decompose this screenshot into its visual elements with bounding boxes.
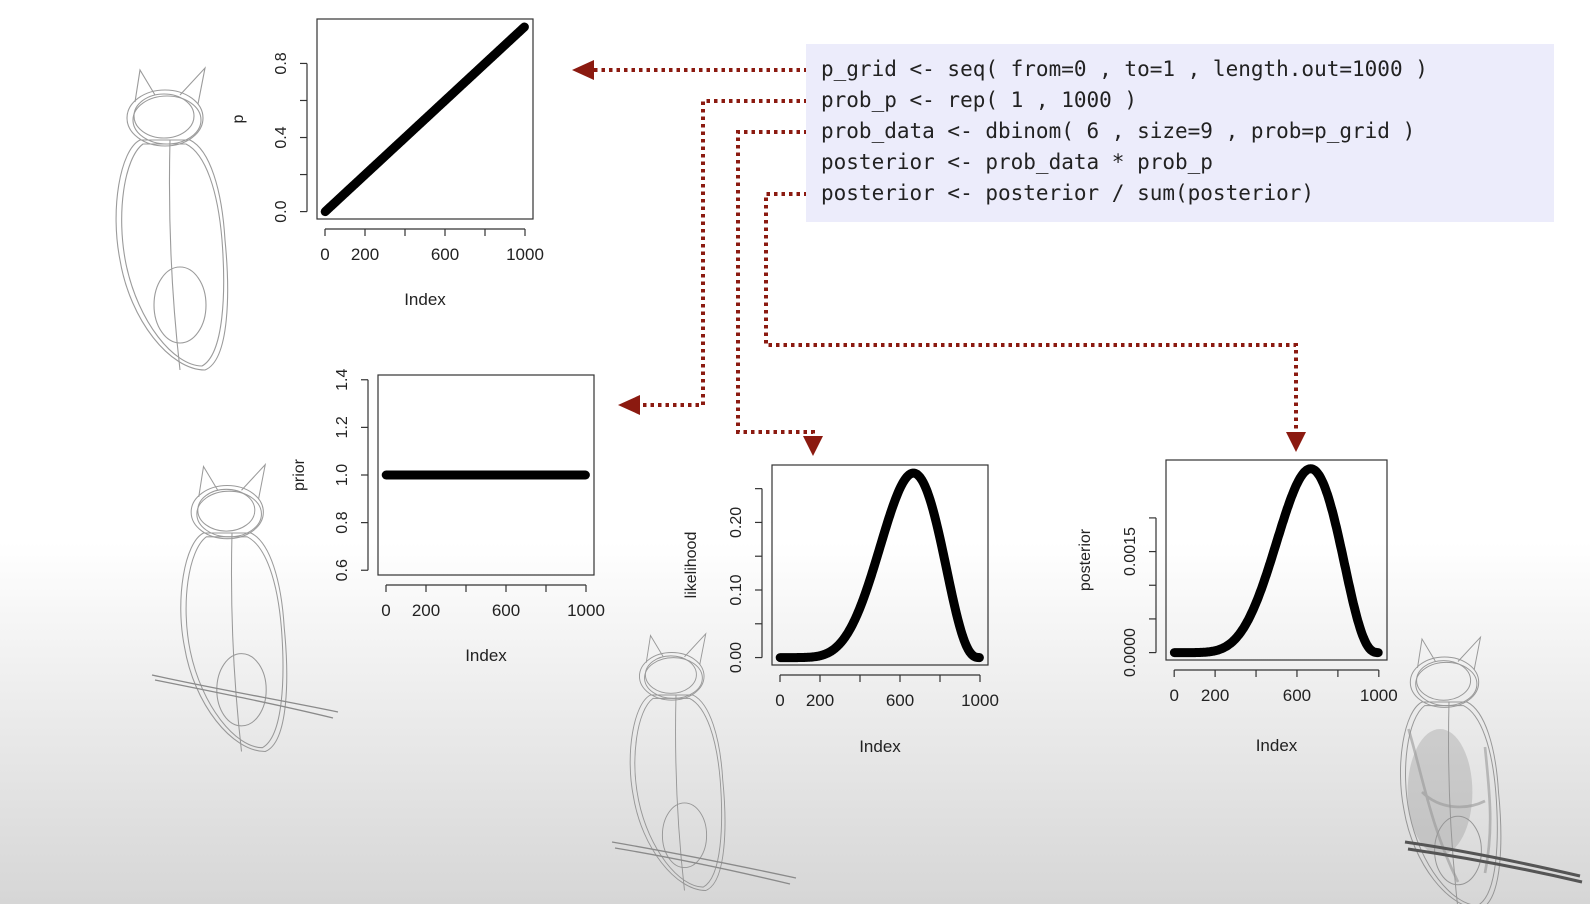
arrowhead-prob-p [618, 395, 640, 415]
plots: 0 200 600 1000 Index 0.0 0.4 0.8 p 0 200 600 1000 Ind… [230, 18, 1398, 756]
x-tick-label: 1000 [567, 601, 605, 620]
plot-frame [1165, 459, 1388, 661]
code-block [806, 44, 1554, 222]
y-tick-label: 0.4 [273, 126, 290, 148]
plot-frame [316, 18, 534, 220]
x-tick-label: 0 [320, 245, 329, 264]
arrowhead-posterior [1286, 432, 1306, 452]
code-line-p-grid: p_grid <- seq( from=0 , to=1 , length.ou… [821, 57, 1428, 81]
series-p [320, 22, 529, 217]
owl-sketch-icon [629, 632, 726, 891]
y-axis-label: likelihood [683, 532, 700, 599]
branch-sketch [1404, 840, 1583, 884]
owl-sketch-icon [180, 462, 288, 753]
plot-likelihood: 0 200 600 1000 Index 0.00 0.10 0.20 likelihood [683, 464, 999, 756]
y-axis-label: prior [291, 458, 308, 491]
x-tick-label: 600 [1283, 686, 1311, 705]
y-tick-label: 0.0015 [1122, 527, 1139, 576]
x-tick-label: 200 [351, 245, 379, 264]
code-line-prob-p: prob_p <- rep( 1 , 1000 ) [821, 88, 1138, 112]
plot-prior: 0 200 600 1000 Index 0.6 0.8 1.0 1.2 1.4 prior [291, 369, 605, 665]
x-axis-label: Index [465, 646, 507, 665]
y-tick-label: 0.0000 [1122, 628, 1139, 677]
x-tick-label: 1000 [1360, 686, 1398, 705]
connector-prob-p [640, 99, 815, 407]
y-tick-label: 0.20 [728, 507, 745, 538]
code-line-posterior-normalize: posterior <- posterior / sum(posterior) [821, 181, 1315, 205]
x-tick-label: 0 [775, 691, 784, 710]
series-posterior [1169, 464, 1383, 658]
code-line-posterior-product: posterior <- prob_data * prob_p [821, 150, 1213, 174]
plot-posterior: 0 200 600 1000 Index 0.0000 0.0015 posterior [1077, 459, 1398, 755]
owl-sketches [115, 66, 1583, 904]
connectors [572, 60, 1306, 456]
y-axis-label: p [230, 114, 247, 123]
branch-sketch [151, 674, 339, 719]
branch-sketch [611, 841, 797, 885]
x-tick-label: 600 [492, 601, 520, 620]
x-tick-label: 600 [886, 691, 914, 710]
y-tick-label: 0.00 [728, 642, 745, 673]
y-tick-label: 1.4 [334, 369, 351, 391]
plot-frame [771, 464, 989, 666]
x-tick-label: 600 [431, 245, 459, 264]
connector-prob-data [736, 130, 815, 438]
arrowhead-prob-data [803, 436, 823, 456]
x-tick-label: 1000 [961, 691, 999, 710]
x-axis-label: Index [404, 290, 446, 309]
y-tick-label: 0.8 [334, 511, 351, 533]
y-tick-label: 0.8 [273, 52, 290, 74]
plot-p: 0 200 600 1000 Index 0.0 0.4 0.8 p [230, 18, 544, 309]
x-tick-label: 200 [412, 601, 440, 620]
y-tick-label: 1.0 [334, 464, 351, 486]
x-tick-label: 1000 [506, 245, 544, 264]
arrowhead-p-grid [572, 60, 594, 80]
x-tick-label: 0 [381, 601, 390, 620]
x-tick-label: 0 [1169, 686, 1178, 705]
owl-sketch-icon [115, 66, 229, 371]
plot-frame [377, 374, 595, 576]
x-axis-label: Index [1256, 736, 1298, 755]
x-tick-label: 200 [806, 691, 834, 710]
y-tick-label: 0.6 [334, 559, 351, 581]
connector-posterior [764, 192, 1298, 432]
x-axis-label: Index [859, 737, 901, 756]
y-tick-label: 0.0 [273, 200, 290, 222]
y-axis-label: posterior [1077, 528, 1094, 591]
y-tick-label: 1.2 [334, 416, 351, 438]
y-tick-label: 0.10 [728, 574, 745, 605]
owl-sketch-icon [1399, 635, 1502, 904]
series-likelihood [775, 468, 984, 663]
code-line-prob-data: prob_data <- dbinom( 6 , size=9 , prob=p… [821, 119, 1416, 143]
x-tick-label: 200 [1201, 686, 1229, 705]
